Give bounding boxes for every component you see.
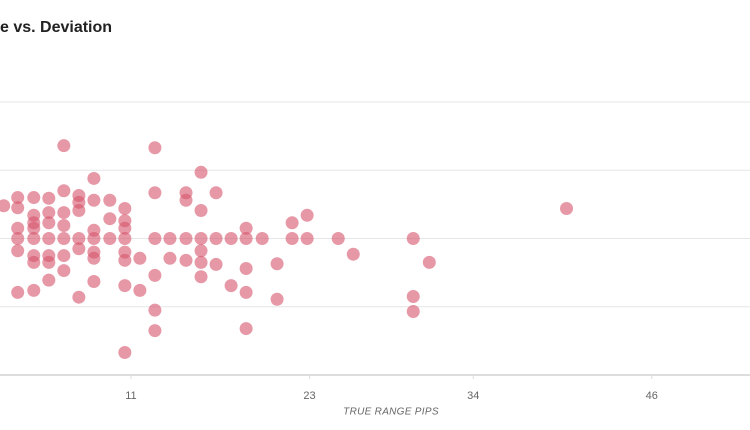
point — [11, 221, 25, 235]
x-axis-title: TRUE RANGE PIPS — [343, 407, 439, 418]
point — [148, 268, 162, 282]
point — [87, 274, 101, 288]
point — [133, 251, 147, 265]
point — [224, 232, 238, 245]
point — [179, 253, 193, 267]
point — [27, 221, 41, 235]
point — [11, 244, 25, 258]
point — [57, 219, 71, 233]
x-tick-label: 23 — [303, 390, 315, 402]
point — [163, 251, 177, 265]
point — [239, 262, 253, 276]
point — [57, 264, 71, 278]
point — [194, 255, 208, 269]
point — [209, 232, 223, 245]
point — [239, 232, 253, 245]
point — [11, 201, 25, 215]
x-tick-label: 34 — [467, 390, 479, 402]
point — [179, 232, 193, 245]
point — [42, 232, 56, 245]
point — [270, 257, 284, 271]
chart-title: e vs. Deviation — [0, 19, 112, 36]
point — [285, 232, 299, 245]
point — [194, 232, 208, 245]
point — [406, 290, 420, 304]
point — [148, 232, 162, 245]
point — [57, 139, 71, 153]
point — [406, 305, 420, 319]
point — [42, 191, 56, 205]
point — [255, 232, 269, 245]
point — [239, 322, 253, 336]
point — [560, 201, 574, 215]
point — [239, 221, 253, 235]
point — [179, 193, 193, 207]
point — [270, 292, 284, 306]
point — [118, 345, 132, 359]
point — [118, 253, 132, 267]
point — [27, 191, 41, 205]
point — [148, 141, 162, 155]
point — [239, 285, 253, 299]
point — [57, 232, 71, 245]
point — [0, 199, 11, 213]
point — [87, 171, 101, 185]
x-tick-label: 46 — [646, 390, 658, 402]
point — [27, 283, 41, 297]
point — [224, 279, 238, 293]
point — [42, 216, 56, 230]
point — [11, 232, 25, 245]
point — [27, 255, 41, 269]
point — [163, 232, 177, 245]
point — [103, 232, 117, 245]
point — [11, 191, 25, 205]
point — [72, 204, 86, 218]
point — [42, 273, 56, 287]
point — [11, 285, 25, 299]
point — [406, 232, 420, 245]
point — [87, 251, 101, 265]
point — [194, 244, 208, 258]
point — [103, 193, 117, 207]
point — [72, 242, 86, 256]
point — [300, 232, 314, 245]
point — [285, 216, 299, 230]
point — [72, 232, 86, 245]
point — [118, 232, 132, 245]
point — [42, 255, 56, 269]
point — [209, 257, 223, 271]
point — [331, 232, 345, 245]
point — [27, 232, 41, 245]
point — [118, 279, 132, 293]
point — [118, 221, 132, 235]
point — [103, 212, 117, 226]
point — [87, 193, 101, 207]
point — [118, 201, 132, 215]
point — [42, 206, 56, 220]
point — [133, 283, 147, 297]
point — [300, 208, 314, 222]
point — [87, 232, 101, 245]
point — [346, 247, 360, 261]
point — [194, 165, 208, 179]
point — [209, 186, 223, 200]
point — [148, 303, 162, 317]
x-tick-label: 11 — [125, 390, 136, 402]
point — [194, 204, 208, 218]
point — [148, 186, 162, 200]
point — [194, 270, 208, 284]
point — [148, 324, 162, 338]
point — [57, 184, 71, 198]
point — [57, 206, 71, 220]
point — [72, 290, 86, 304]
point — [57, 249, 71, 263]
point — [422, 255, 436, 269]
